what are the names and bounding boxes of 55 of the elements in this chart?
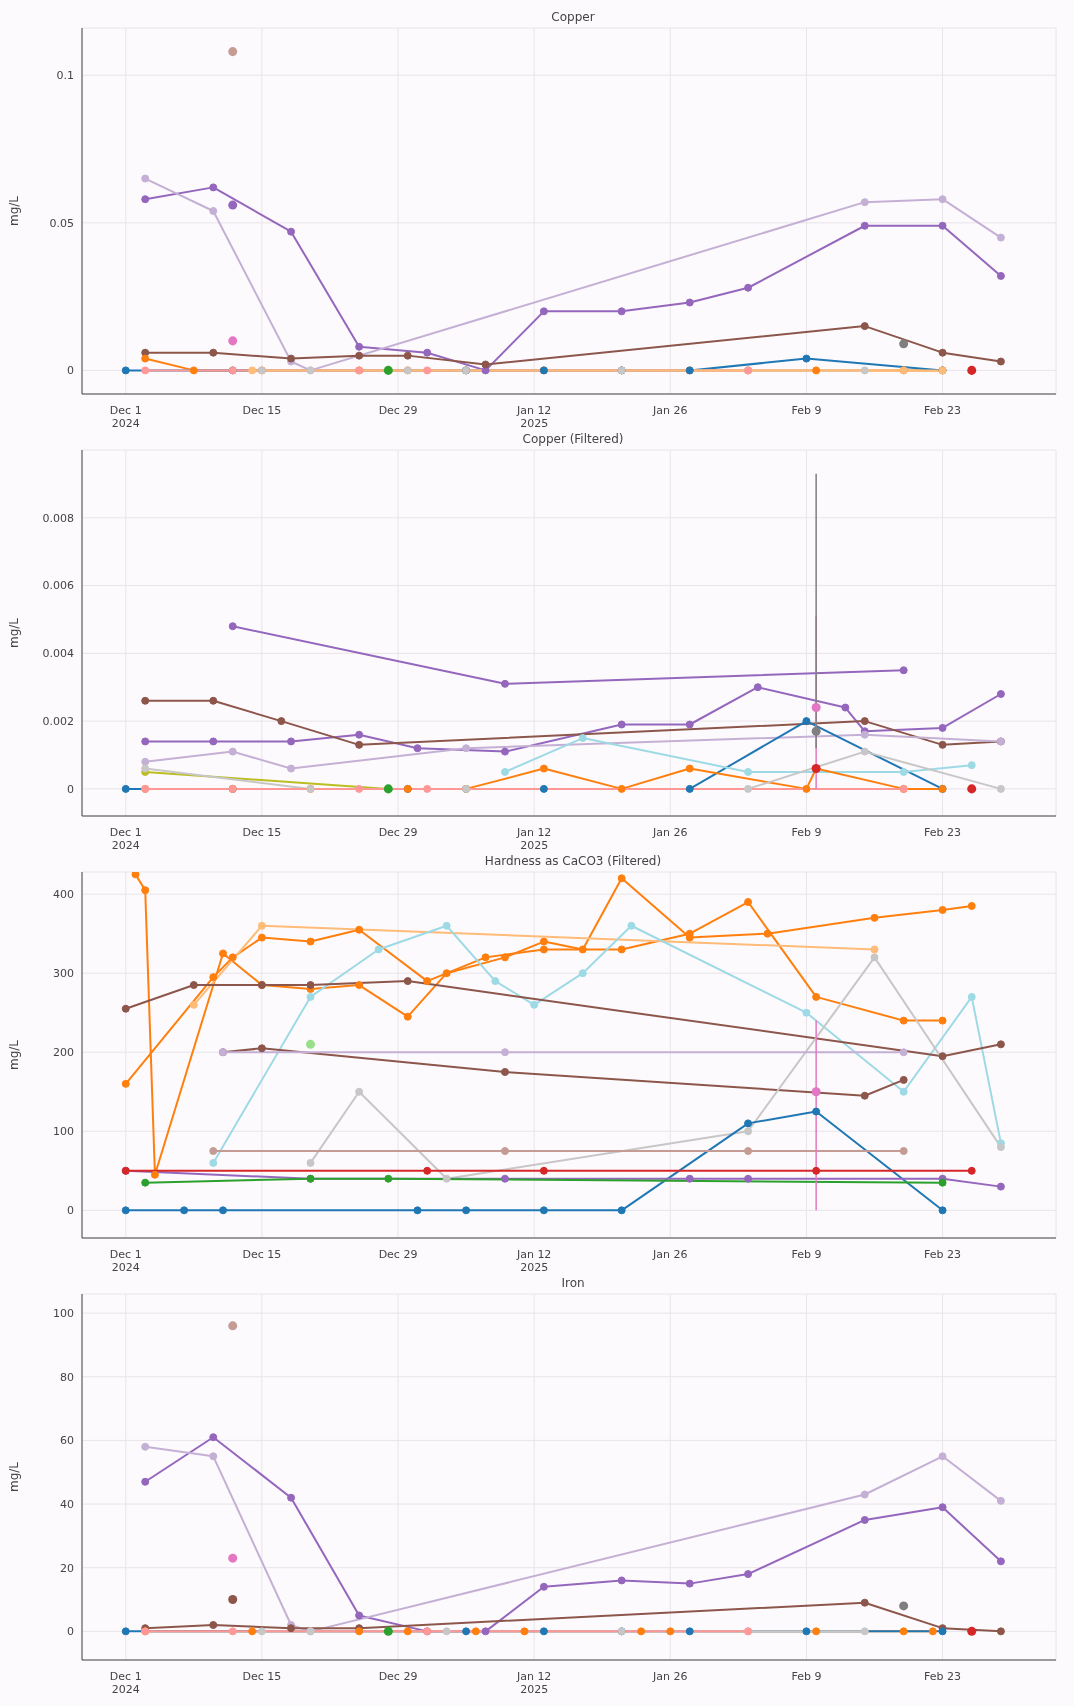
y-tick-label: 0 xyxy=(67,1625,74,1639)
y-tick-label: 0.002 xyxy=(42,715,74,729)
y-axis-title: mg/L xyxy=(7,1039,22,1071)
chart-title: Copper (Filtered) xyxy=(521,431,625,448)
y-tick-label: 0.1 xyxy=(56,69,74,83)
x-tick-label: Dec 15 xyxy=(242,1248,282,1261)
y-tick-label: 0.004 xyxy=(42,647,74,661)
x-tick-label: Jan 26 xyxy=(652,1670,688,1683)
y-tick-label: 0.05 xyxy=(49,216,74,230)
x-tick-label: Dec 1 2024 xyxy=(109,1670,142,1696)
x-tick-label: Jan 26 xyxy=(652,1248,688,1261)
x-tick-label: Feb 9 xyxy=(791,1248,822,1261)
y-tick-label: 200 xyxy=(53,1046,74,1060)
y-tick-label: 0.008 xyxy=(42,511,74,525)
x-tick-label: Dec 15 xyxy=(242,826,282,839)
x-tick-label: Feb 23 xyxy=(924,826,962,839)
x-tick-label: Dec 29 xyxy=(378,826,418,839)
x-tick-label: Jan 26 xyxy=(652,826,688,839)
x-tick-label: Feb 9 xyxy=(791,1670,822,1683)
x-tick-label: Dec 15 xyxy=(242,1670,282,1683)
x-tick-label: Jan 12 2025 xyxy=(515,826,552,852)
x-tick-label: Jan 12 2025 xyxy=(515,1670,552,1696)
x-tick-label: Feb 23 xyxy=(924,404,962,417)
y-tick-label: 400 xyxy=(53,888,74,902)
x-tick-label: Jan 12 2025 xyxy=(515,1248,552,1274)
x-tick-label: Feb 23 xyxy=(924,1670,962,1683)
x-tick-label: Dec 1 2024 xyxy=(109,826,142,852)
x-tick-label: Dec 29 xyxy=(378,404,418,417)
x-tick-label: Dec 1 2024 xyxy=(109,404,142,430)
y-tick-label: 0 xyxy=(67,1204,74,1218)
x-tick-label: Feb 9 xyxy=(791,404,822,417)
x-tick-label: Dec 1 2024 xyxy=(109,1248,142,1274)
x-tick-label: Jan 26 xyxy=(652,404,688,417)
x-tick-label: Feb 23 xyxy=(924,1248,962,1261)
x-tick-label: Feb 9 xyxy=(791,826,822,839)
y-tick-label: 80 xyxy=(60,1370,74,1384)
chart-title: Copper xyxy=(550,9,596,26)
x-tick-label: Jan 12 2025 xyxy=(515,404,552,430)
y-axis-title: mg/L xyxy=(7,195,22,227)
y-tick-label: 100 xyxy=(53,1307,74,1320)
chart-title: Hardness as CaCO3 (Filtered) xyxy=(483,853,663,870)
y-axis-title: mg/L xyxy=(7,1461,22,1493)
y-tick-label: 40 xyxy=(60,1497,74,1511)
y-tick-label: 20 xyxy=(60,1561,74,1575)
x-tick-label: Dec 29 xyxy=(378,1248,418,1261)
chart-title: Iron xyxy=(560,1275,586,1292)
y-tick-label: 300 xyxy=(53,967,74,981)
y-tick-label: 100 xyxy=(53,1125,74,1139)
y-tick-label: 0 xyxy=(67,364,74,378)
y-tick-label: 0.006 xyxy=(42,579,74,593)
y-tick-label: 0 xyxy=(67,782,74,796)
y-axis-title: mg/L xyxy=(7,617,22,649)
y-tick-label: 60 xyxy=(60,1434,74,1448)
x-tick-label: Dec 29 xyxy=(378,1670,418,1683)
x-tick-label: Dec 15 xyxy=(242,404,282,417)
